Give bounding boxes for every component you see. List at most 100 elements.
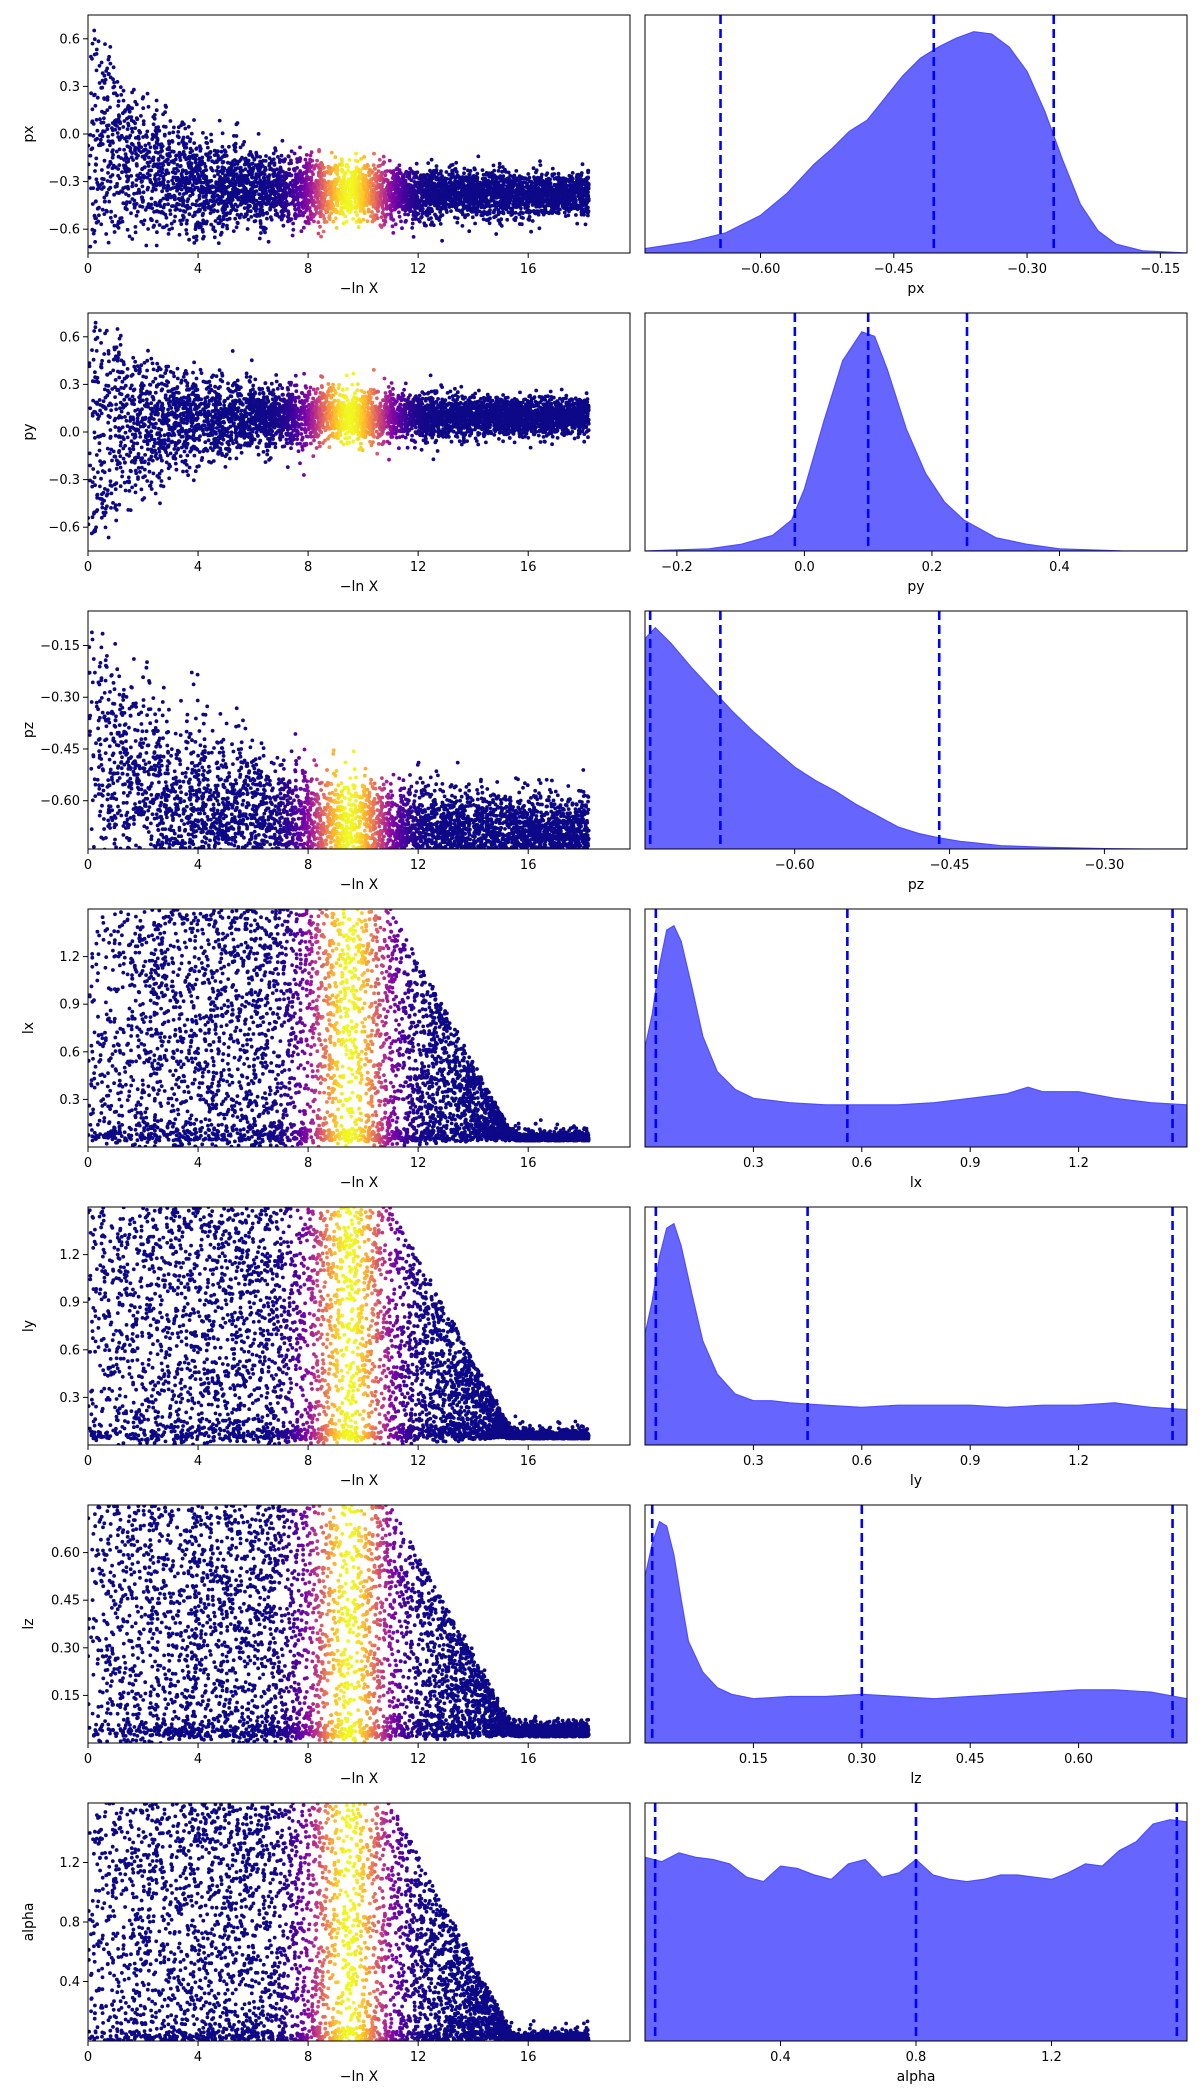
- scatter-point: [246, 179, 251, 184]
- scatter-point: [328, 189, 332, 194]
- scatter-point: [500, 165, 505, 169]
- scatter-point: [212, 174, 217, 179]
- scatter-point: [90, 202, 95, 206]
- scatter-point: [215, 186, 220, 190]
- scatter-point: [445, 202, 450, 207]
- scatter-point: [399, 219, 403, 224]
- scatter-point: [191, 214, 195, 219]
- scatter-point: [237, 215, 242, 220]
- scatter-point: [272, 191, 277, 196]
- scatter-point: [381, 162, 385, 166]
- scatter-point: [118, 120, 122, 124]
- scatter-point: [133, 230, 138, 235]
- scatter-point: [97, 186, 101, 190]
- scatter-point: [160, 259, 164, 263]
- scatter-point: [275, 167, 279, 172]
- scatter-point: [117, 113, 121, 118]
- scatter-point: [141, 95, 146, 99]
- scatter-point: [450, 168, 454, 173]
- scatter-point: [163, 103, 168, 108]
- scatter-point: [476, 209, 481, 214]
- scatter-point: [200, 159, 205, 163]
- scatter-point: [124, 160, 129, 165]
- scatter-point: [545, 178, 550, 183]
- scatter-point: [514, 202, 519, 207]
- scatter-point: [376, 164, 381, 169]
- scatter-point: [223, 150, 228, 154]
- scatter-point: [149, 218, 154, 222]
- scatter-point: [401, 175, 406, 180]
- scatter-point: [157, 223, 162, 227]
- scatter-point: [586, 209, 591, 214]
- scatter-point: [537, 226, 542, 231]
- scatter-point: [218, 199, 223, 204]
- scatter-point: [129, 174, 134, 178]
- scatter-point: [497, 165, 502, 170]
- scatter-point: [273, 146, 277, 151]
- scatter-point: [529, 229, 533, 234]
- scatter-point: [182, 122, 186, 126]
- scatter-point: [412, 180, 417, 184]
- scatter-point: [492, 210, 496, 215]
- scatter-point: [161, 163, 166, 168]
- scatter-point: [423, 199, 428, 204]
- scatter-point: [248, 209, 253, 214]
- scatter-point: [382, 222, 386, 227]
- scatter-point: [89, 91, 93, 96]
- scatter-point: [438, 210, 442, 214]
- scatter-point: [88, 153, 93, 158]
- scatter-point: [299, 229, 304, 234]
- scatter-point: [185, 218, 189, 223]
- scatter-point: [574, 213, 578, 217]
- scatter-point: [186, 197, 191, 202]
- scatter-point: [494, 178, 498, 183]
- scatter-point: [476, 154, 481, 159]
- scatter-point: [164, 169, 169, 173]
- scatter-points: [88, 28, 591, 263]
- scatter-point: [232, 182, 236, 186]
- scatter-point: [355, 204, 359, 208]
- scatter-point: [231, 159, 235, 164]
- scatter-point: [317, 148, 321, 152]
- scatter-point: [217, 118, 222, 123]
- scatter-point: [216, 221, 221, 226]
- scatter-point: [266, 239, 271, 244]
- scatter-point: [97, 213, 101, 218]
- scatter-point: [383, 215, 388, 219]
- scatter-point: [165, 152, 170, 157]
- scatter-point: [108, 185, 113, 190]
- scatter-point: [95, 95, 100, 100]
- scatter-point: [171, 175, 176, 180]
- scatter-point: [127, 234, 132, 239]
- scatter-point: [206, 201, 211, 206]
- scatter-point: [94, 68, 99, 73]
- scatter-point: [380, 210, 385, 215]
- scatter-point: [105, 95, 110, 100]
- scatter-point: [173, 197, 177, 202]
- scatter-point: [193, 158, 198, 162]
- scatter-point: [258, 155, 263, 159]
- scatter-point: [554, 210, 559, 215]
- scatter-point: [514, 215, 518, 220]
- scatter-point: [329, 150, 334, 155]
- scatter-point: [419, 215, 423, 220]
- scatter-point: [473, 167, 477, 172]
- scatter-point: [365, 219, 370, 224]
- scatter-point: [172, 219, 177, 224]
- scatter-point: [200, 213, 205, 218]
- scatter-point: [308, 181, 313, 186]
- scatter-point: [408, 209, 412, 214]
- scatter-point: [234, 159, 239, 164]
- scatter-point: [335, 172, 340, 177]
- scatter-point: [249, 172, 254, 177]
- scatter-point: [142, 218, 147, 223]
- scatter-point: [318, 224, 322, 229]
- scatter-point: [375, 207, 380, 212]
- scatter-point: [154, 219, 159, 224]
- scatter-point: [397, 210, 401, 215]
- scatter-point: [319, 161, 324, 165]
- scatter-point: [146, 164, 151, 168]
- scatter-point: [147, 155, 151, 160]
- scatter-point: [100, 78, 105, 83]
- scatter-point: [246, 217, 251, 222]
